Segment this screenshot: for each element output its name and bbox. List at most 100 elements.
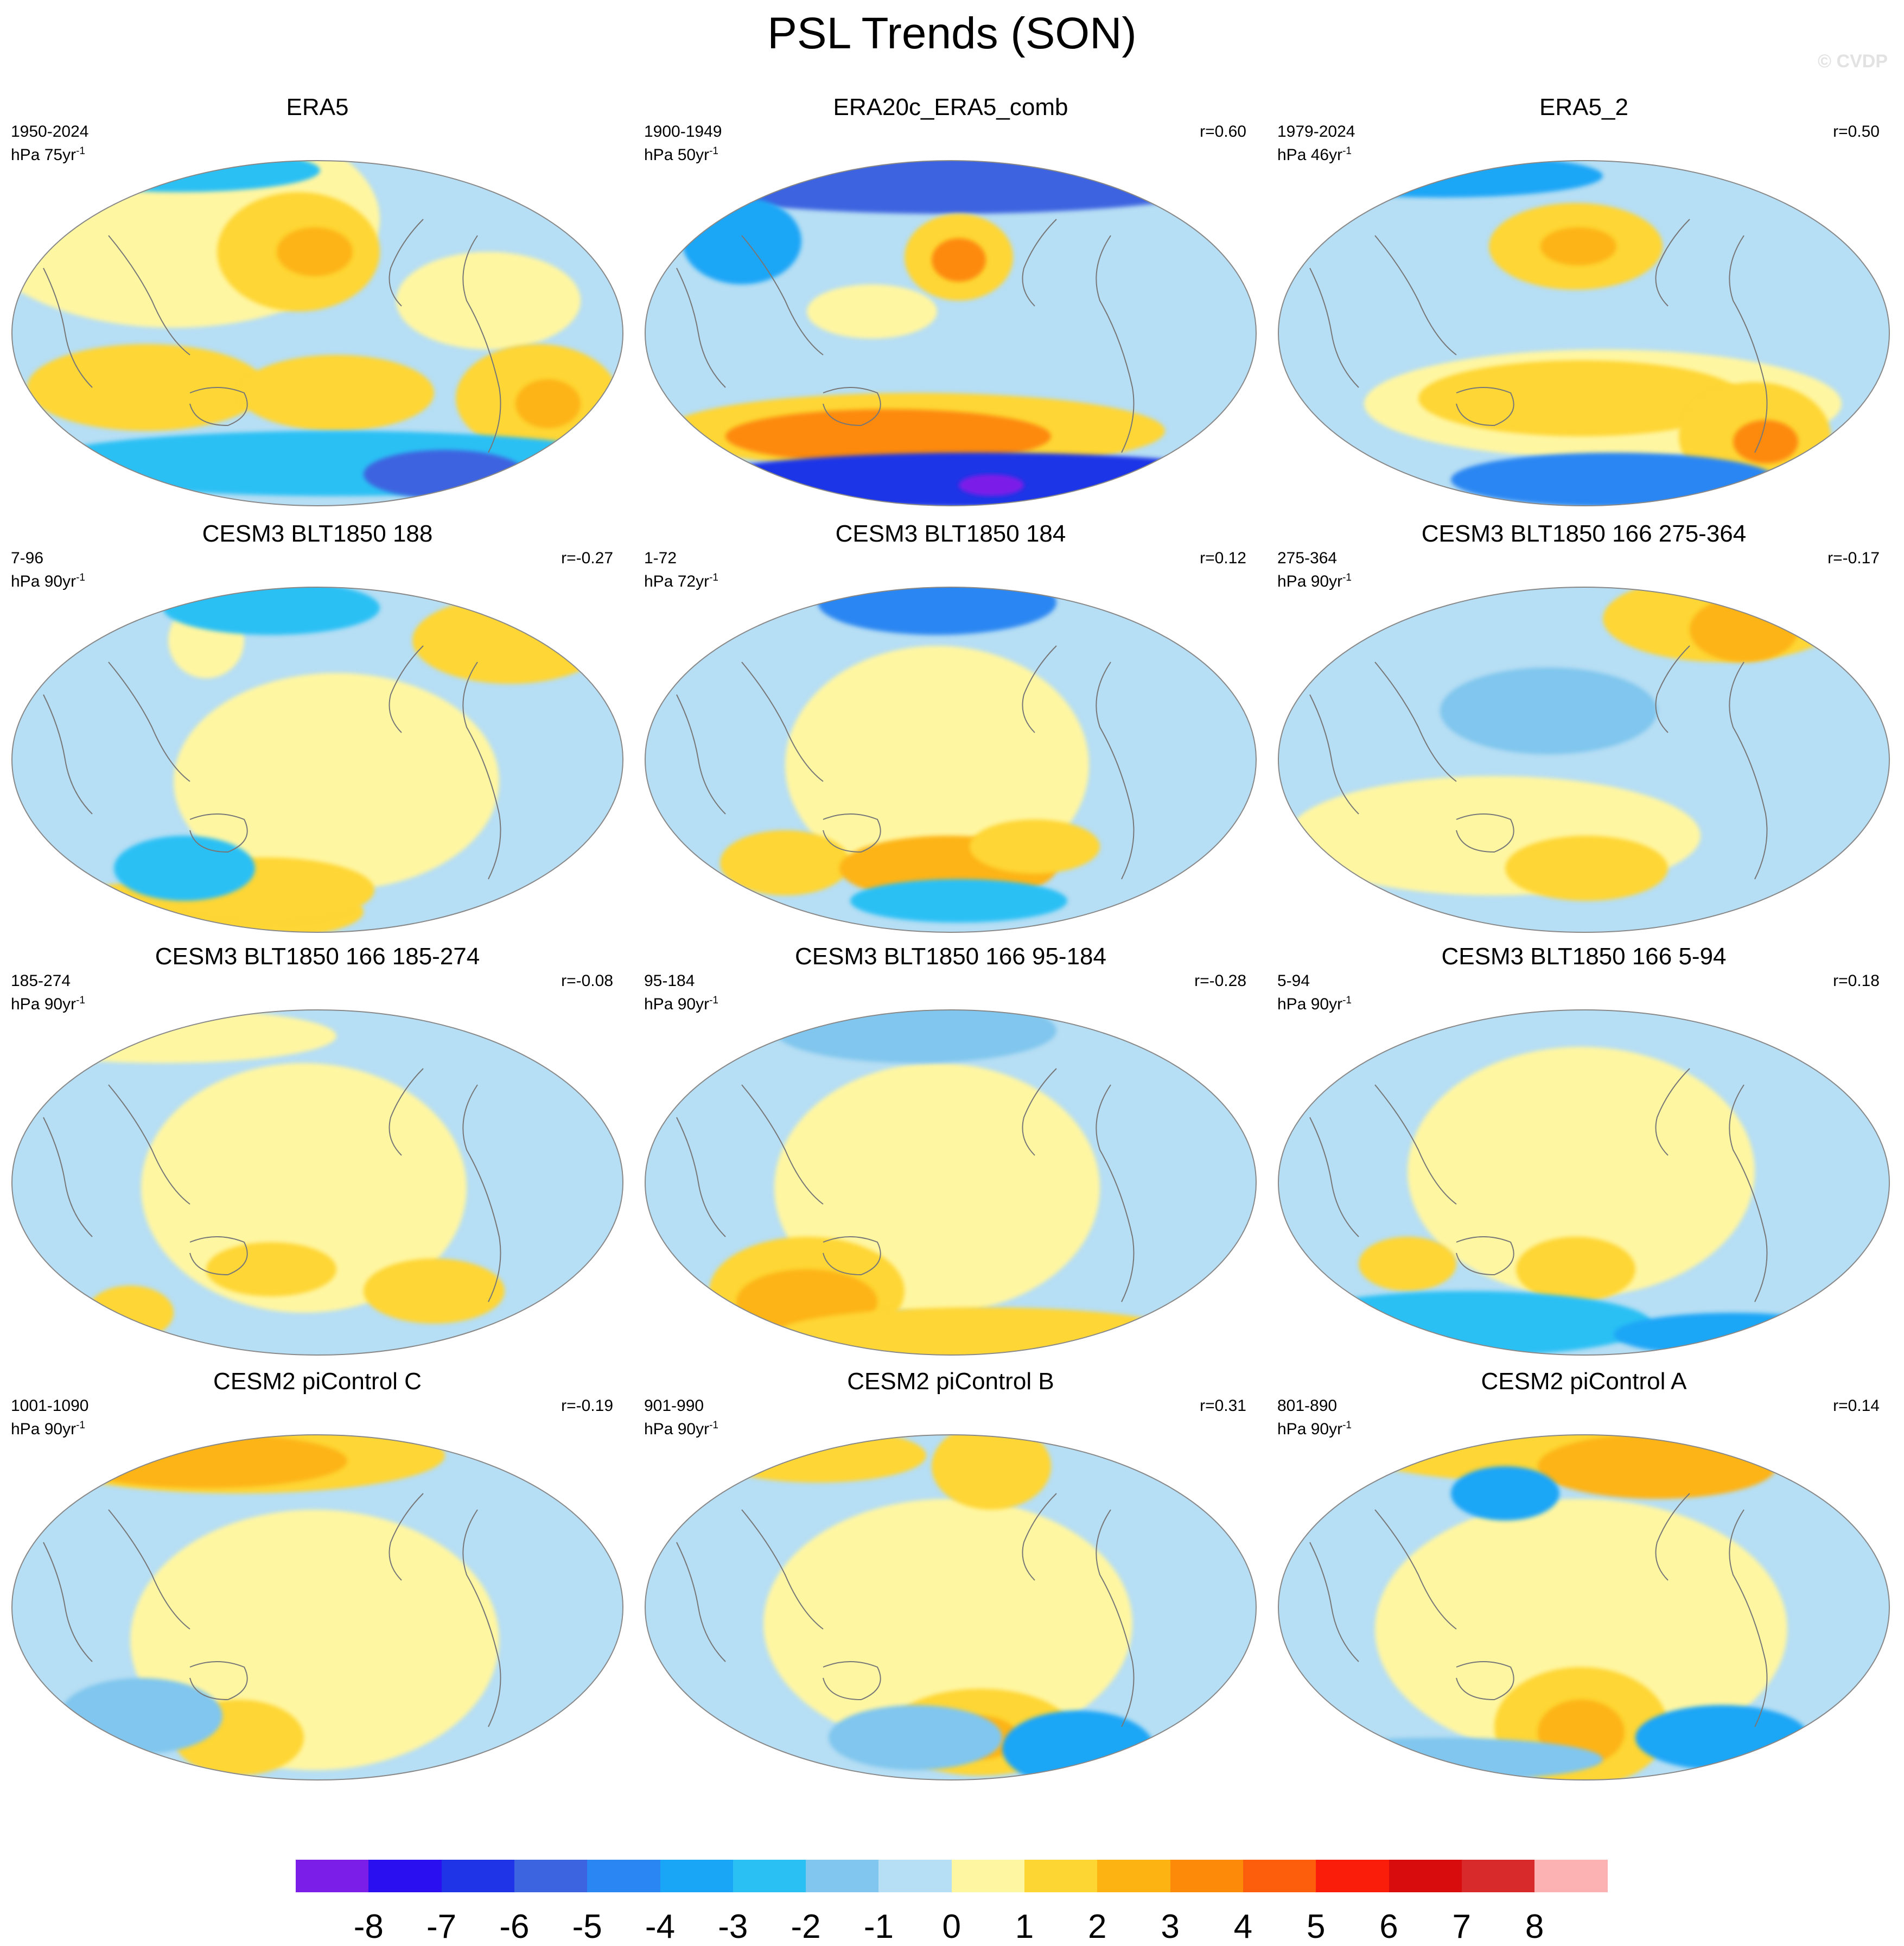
trend-contour xyxy=(65,1435,347,1488)
watermark: © CVDP xyxy=(1818,51,1888,72)
colorbar-tick-label: -2 xyxy=(791,1908,821,1945)
coastline xyxy=(43,1542,93,1662)
trend-contour xyxy=(1418,360,1744,436)
colorbar-swatch xyxy=(368,1860,442,1892)
coastline xyxy=(1022,645,1057,733)
units-exponent: -1 xyxy=(76,145,85,157)
panel-units: hPa 90yr-1 xyxy=(11,569,85,591)
panel-units: hPa 90yr-1 xyxy=(11,1416,85,1439)
coastline xyxy=(1022,219,1057,307)
colorbar-tick-label: 7 xyxy=(1452,1908,1472,1945)
panel-title: ERA5_2 xyxy=(1539,94,1628,120)
trend-contour xyxy=(174,673,499,890)
units-text: hPa 90yr xyxy=(11,995,77,1013)
panel-years: 901-990 xyxy=(644,1397,704,1415)
coastline xyxy=(108,662,190,782)
units-text: hPa 90yr xyxy=(11,1420,77,1438)
panel-title: CESM2 piControl C xyxy=(213,1368,422,1395)
panel-years: 801-890 xyxy=(1277,1397,1338,1415)
units-exponent: -1 xyxy=(709,1420,718,1431)
coastline xyxy=(1374,1509,1457,1630)
map-panel: CESM3 BLT1850 166 95-184 95-184 hPa 90yr-1… xyxy=(633,942,1268,1365)
trend-contour xyxy=(1359,1237,1456,1291)
psl-trend-map xyxy=(11,586,624,933)
map-outline xyxy=(645,160,1257,506)
colorbar-tick-label: -3 xyxy=(718,1908,748,1945)
colorbar-swatch xyxy=(1461,1860,1536,1892)
panel-units: hPa 46yr-1 xyxy=(1277,142,1352,164)
coastline xyxy=(1309,1117,1359,1237)
coastline xyxy=(189,1236,248,1276)
panel-correlation: r=0.12 xyxy=(1200,549,1246,567)
trend-contour xyxy=(720,830,850,895)
panel-years: 95-184 xyxy=(644,972,695,990)
map-panel: ERA5_2 1979-2024 hPa 46yr-1 r=0.50 xyxy=(1266,92,1901,516)
colorbar-tick-label: 8 xyxy=(1525,1908,1544,1945)
panel-title: CESM3 BLT1850 188 xyxy=(202,520,433,547)
colorbar-swatch xyxy=(951,1860,1025,1892)
coastline xyxy=(1655,1493,1690,1581)
units-exponent: -1 xyxy=(1342,145,1352,157)
coastline xyxy=(1374,235,1457,355)
map-outline xyxy=(645,1434,1257,1780)
panel-correlation: r=-0.28 xyxy=(1194,972,1246,990)
panel-units: hPa 90yr-1 xyxy=(644,1416,718,1439)
coastline xyxy=(1096,235,1135,453)
panel-units: hPa 75yr-1 xyxy=(11,142,85,164)
coastline xyxy=(823,813,881,853)
trend-contour xyxy=(87,1286,174,1340)
trend-contour xyxy=(807,284,937,339)
coastline xyxy=(1729,235,1768,453)
trend-contour xyxy=(1635,1705,1809,1770)
map-outline xyxy=(1278,1434,1890,1780)
coastline xyxy=(741,1084,824,1205)
coastline xyxy=(676,268,726,388)
panel-years: 275-364 xyxy=(1277,549,1338,567)
coastline xyxy=(1022,1493,1057,1581)
coastline xyxy=(43,694,93,815)
trend-contour xyxy=(27,344,266,431)
panel-years: 1900-1949 xyxy=(644,123,722,141)
psl-trend-map xyxy=(11,1009,624,1356)
trend-contour xyxy=(60,1678,222,1754)
colorbar-tick-label: 1 xyxy=(1015,1908,1034,1945)
colorbar-tick-label: 6 xyxy=(1379,1908,1398,1945)
panel-correlation: r=0.31 xyxy=(1200,1397,1246,1415)
map-outline xyxy=(645,587,1257,933)
trend-contour xyxy=(114,836,255,901)
coastline xyxy=(389,645,424,733)
map-outline xyxy=(645,1009,1257,1356)
units-text: hPa 90yr xyxy=(644,1420,710,1438)
trend-contour xyxy=(1733,420,1798,463)
panel-units: hPa 50yr-1 xyxy=(644,142,718,164)
coastline xyxy=(823,387,881,427)
coastline xyxy=(823,1236,881,1276)
coastline xyxy=(43,1117,93,1237)
colorbar-tick-label: -6 xyxy=(499,1908,530,1945)
colorbar-swatch xyxy=(1389,1860,1462,1892)
trend-contour xyxy=(1540,227,1616,265)
panel-years: 185-274 xyxy=(11,972,71,990)
coastline xyxy=(1309,1542,1359,1662)
colorbar-swatch xyxy=(1243,1860,1317,1892)
trend-contour xyxy=(1451,1466,1559,1521)
panel-title: CESM3 BLT1850 166 275-364 xyxy=(1421,520,1747,547)
map-outline xyxy=(11,1434,623,1780)
trend-contour xyxy=(682,198,801,284)
colorbar-swatch xyxy=(1170,1860,1244,1892)
panel-years: 1950-2024 xyxy=(11,123,89,141)
colorbar-swatch xyxy=(514,1860,588,1892)
coastline xyxy=(189,813,248,853)
panel-years: 1-72 xyxy=(644,549,677,567)
panel-title: CESM3 BLT1850 166 185-274 xyxy=(155,943,480,970)
coastline xyxy=(1729,1084,1768,1302)
coastline xyxy=(1655,645,1690,733)
panel-years: 1979-2024 xyxy=(1277,123,1355,141)
psl-trend-map xyxy=(1277,586,1890,933)
map-outline xyxy=(11,1009,623,1356)
colorbar-tick-label: 4 xyxy=(1233,1908,1253,1945)
colorbar-swatch xyxy=(1316,1860,1390,1892)
coastline xyxy=(1729,1509,1768,1727)
colorbar-swatch xyxy=(806,1860,880,1892)
coastline xyxy=(43,268,93,388)
